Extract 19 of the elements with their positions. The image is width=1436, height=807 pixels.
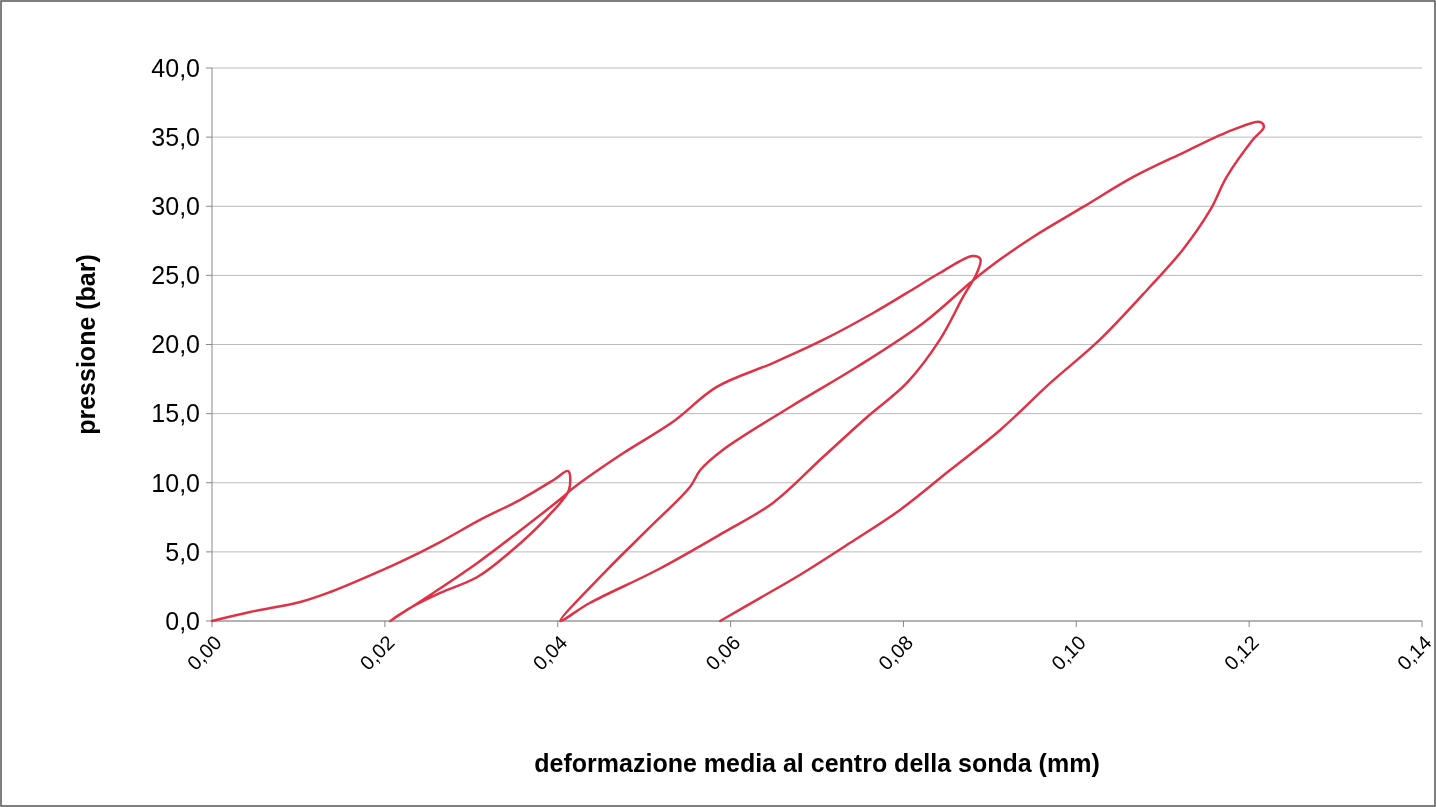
x-tick-label: 0,12 [1219,631,1263,675]
line-series [210,120,1266,623]
y-tick-label: 15,0 [151,399,200,428]
y-tick-label: 25,0 [151,261,200,290]
y-tick-label: 10,0 [151,468,200,497]
y-tick-label: 20,0 [151,330,200,359]
x-tick-label: 0,02 [355,631,399,675]
x-tick-label: 0,04 [528,631,572,675]
y-tick-label: 30,0 [151,192,200,220]
x-tick-label: 0,08 [874,631,918,675]
y-tick-label: 35,0 [151,122,200,151]
y-axis-title: pressione (bar) [72,254,100,435]
y-tick-label: 40,0 [151,53,200,82]
x-tick-label: 0,14 [1392,631,1436,675]
y-tick-label: 0,0 [165,606,200,635]
x-axis-title: deformazione media al centro della sonda (mm) [534,749,1100,777]
x-tick-label: 0,10 [1046,631,1091,675]
x-tick-label: 0,06 [701,631,745,675]
y-tick-label: 5,0 [165,537,200,566]
